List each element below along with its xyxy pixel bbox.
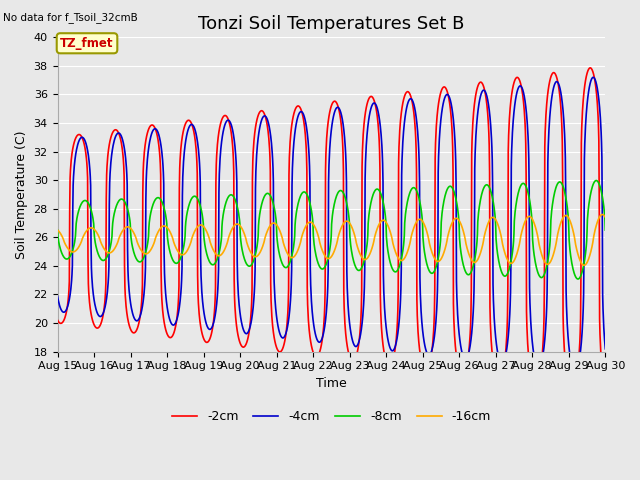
-16cm xyxy=(598,212,606,217)
-8cm xyxy=(574,276,582,282)
-2cm xyxy=(586,65,594,71)
-4cm xyxy=(589,74,597,80)
-8cm xyxy=(593,178,600,183)
-16cm xyxy=(417,216,424,222)
-4cm xyxy=(54,293,61,299)
-8cm xyxy=(237,237,244,242)
-16cm xyxy=(175,250,183,256)
-16cm xyxy=(162,224,170,229)
Line: -2cm: -2cm xyxy=(58,68,605,390)
-2cm xyxy=(237,341,244,347)
-4cm xyxy=(175,304,183,310)
-16cm xyxy=(237,224,244,229)
-4cm xyxy=(571,369,579,375)
-16cm xyxy=(488,215,496,220)
-4cm xyxy=(162,295,170,300)
-8cm xyxy=(175,258,183,264)
-2cm xyxy=(568,387,575,393)
-8cm xyxy=(488,192,496,198)
Legend: -2cm, -4cm, -8cm, -16cm: -2cm, -4cm, -8cm, -16cm xyxy=(167,405,496,428)
-8cm xyxy=(602,227,609,233)
Line: -16cm: -16cm xyxy=(58,215,605,265)
Title: Tonzi Soil Temperatures Set B: Tonzi Soil Temperatures Set B xyxy=(198,15,465,33)
-4cm xyxy=(417,291,424,297)
-2cm xyxy=(162,328,170,334)
Line: -4cm: -4cm xyxy=(58,77,605,372)
-16cm xyxy=(602,215,609,220)
-2cm xyxy=(54,317,61,323)
-2cm xyxy=(602,386,609,392)
-2cm xyxy=(488,347,496,353)
-16cm xyxy=(536,246,544,252)
-4cm xyxy=(237,314,244,320)
Line: -8cm: -8cm xyxy=(58,180,605,279)
-4cm xyxy=(536,363,544,369)
-8cm xyxy=(162,215,170,220)
-4cm xyxy=(488,144,496,150)
-2cm xyxy=(175,185,183,191)
Text: TZ_fmet: TZ_fmet xyxy=(60,37,114,50)
Text: No data for f_Tsoil_32cmB: No data for f_Tsoil_32cmB xyxy=(3,12,138,23)
X-axis label: Time: Time xyxy=(316,377,347,390)
-16cm xyxy=(580,263,588,268)
-8cm xyxy=(536,274,544,280)
-8cm xyxy=(54,227,61,233)
-4cm xyxy=(602,346,609,352)
-16cm xyxy=(54,227,61,233)
-2cm xyxy=(417,352,424,358)
Y-axis label: Soil Temperature (C): Soil Temperature (C) xyxy=(15,130,28,259)
-8cm xyxy=(417,202,424,207)
-2cm xyxy=(536,370,544,375)
